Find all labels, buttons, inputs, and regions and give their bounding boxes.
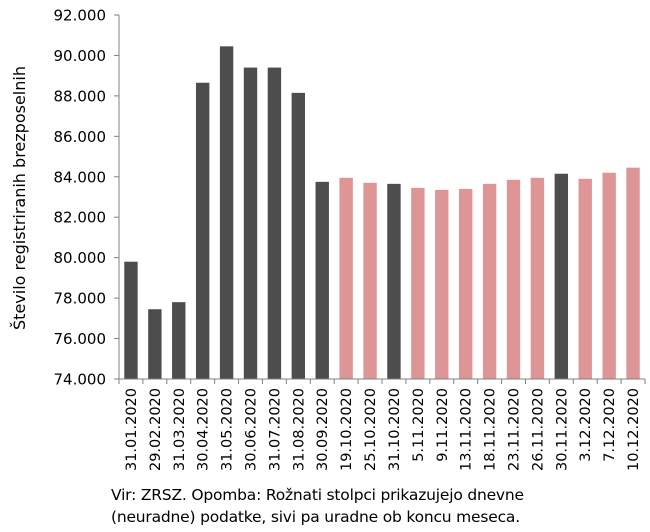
bars: [124, 46, 640, 380]
y-tick-label: 88.000: [54, 87, 107, 105]
y-tick-label: 76.000: [54, 330, 107, 348]
y-tick-label: 90.000: [54, 47, 107, 65]
x-tick-label: 13.11.2020: [459, 388, 475, 471]
bar-31.03.2020: [172, 302, 186, 379]
y-tick-label: 78.000: [54, 290, 107, 308]
x-tick-label: 30.09.2020: [315, 388, 331, 471]
bar-23.11.2020: [506, 179, 521, 379]
x-tick-label: 5.11.2020: [411, 388, 427, 462]
x-tick-label: 31.10.2020: [387, 388, 403, 471]
bar-5.11.2020: [411, 187, 425, 379]
bar-10.12.2020: [626, 167, 640, 379]
x-tick-label: 26.11.2020: [530, 388, 546, 471]
source-note-line-1: Vir: ZRSZ. Opomba: Rožnati stolpci prika…: [111, 486, 524, 504]
x-axis: 31.01.2020 29.02.2020 31.03.2020 30.04.2020…: [118, 378, 646, 471]
bar-26.11.2020: [530, 177, 545, 379]
x-tick-label: 10.12.2020: [626, 388, 642, 471]
bar-7.12.2020: [602, 172, 616, 379]
bar-3.12.2020: [578, 178, 592, 379]
source-note: Vir: ZRSZ. Opomba: Rožnati stolpci prika…: [111, 484, 631, 528]
bar-30.11.2020: [554, 173, 569, 379]
x-tick-label: 25.10.2020: [363, 388, 379, 471]
y-axis-title: Število registriranih brezposelnih: [10, 66, 29, 330]
x-tick-label: 31.03.2020: [172, 388, 188, 471]
y-axis: 74.000 76.000 78.000 80.000 82.000 84.000 86.0…: [54, 7, 120, 389]
x-tick-label: 3.12.2020: [578, 388, 594, 462]
x-tick-label: 31.05.2020: [220, 388, 236, 471]
y-tick-label: 82.000: [54, 209, 107, 227]
x-tick-label: 18.11.2020: [483, 388, 499, 471]
x-tick-label: 7.12.2020: [602, 388, 618, 462]
bar-31.10.2020: [387, 183, 401, 379]
bar-30.06.2020: [243, 67, 258, 380]
bar-30.09.2020: [315, 181, 329, 379]
y-tick-label: 92.000: [54, 7, 107, 25]
x-tick-label: 30.11.2020: [554, 388, 570, 471]
source-note-line-2: (neuradne) podatke, sivi pa uradne ob ko…: [111, 508, 520, 526]
x-tick-label: 31.07.2020: [267, 388, 283, 471]
bar-31.05.2020: [219, 46, 234, 379]
bar-13.11.2020: [458, 188, 473, 379]
bar-31.07.2020: [267, 67, 282, 380]
x-tick-label: 9.11.2020: [435, 388, 451, 462]
bar-18.11.2020: [482, 183, 497, 379]
y-tick-label: 86.000: [54, 128, 107, 146]
x-tick-label: 31.08.2020: [291, 388, 307, 471]
bar-30.04.2020: [195, 82, 210, 379]
bar-9.11.2020: [435, 189, 449, 379]
bar-19.10.2020: [339, 177, 353, 379]
bar-25.10.2020: [363, 182, 377, 379]
y-tick-label: 74.000: [54, 371, 107, 389]
y-tick-label: 80.000: [54, 249, 107, 267]
x-tick-label: 23.11.2020: [507, 388, 523, 471]
bar-31.01.2020: [124, 261, 138, 379]
x-tick-label: 19.10.2020: [339, 388, 355, 471]
bar-31.08.2020: [291, 92, 306, 379]
x-tick-label: 30.04.2020: [196, 388, 212, 471]
x-tick-label: 30.06.2020: [244, 388, 260, 471]
bar-29.02.2020: [148, 309, 162, 379]
x-tick-label: 29.02.2020: [148, 388, 164, 471]
y-tick-label: 84.000: [54, 168, 107, 186]
x-tick-label: 31.01.2020: [124, 388, 140, 471]
